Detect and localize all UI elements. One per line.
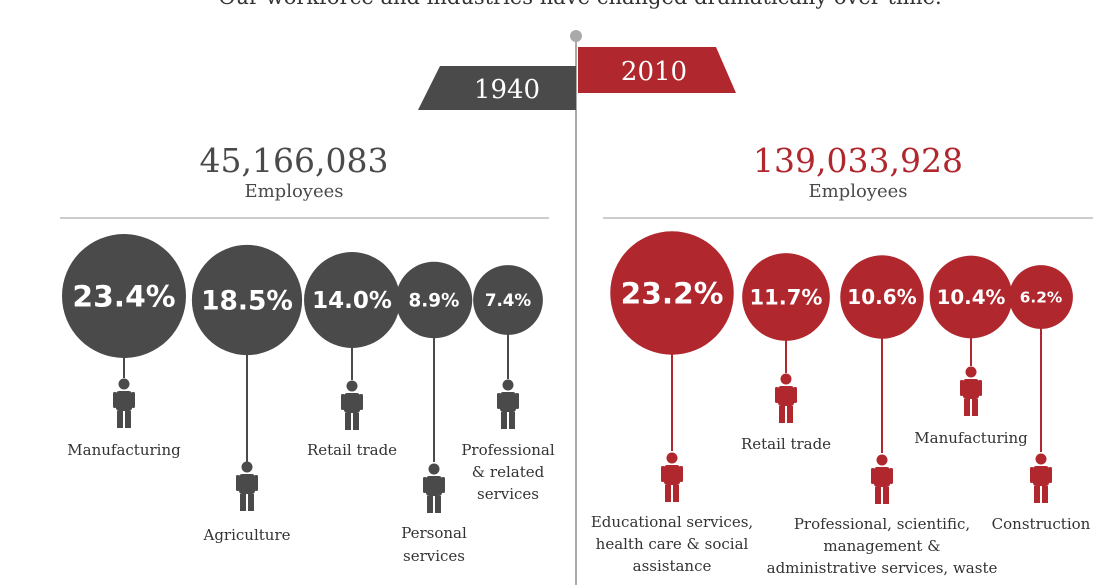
category-label: services — [403, 547, 465, 565]
center-axis — [570, 30, 582, 585]
total-employees-right: 139,033,928 — [753, 141, 963, 180]
category-label: Professional, scientific, — [794, 515, 970, 533]
bubble-label: 6.2% — [1020, 288, 1062, 306]
employees-caption-left: Employees — [244, 181, 343, 202]
category-label: Professional — [461, 441, 555, 459]
bubble-1940-1 — [191, 244, 303, 356]
bubble-1940-2 — [304, 252, 400, 348]
factory-worker-icon — [960, 366, 982, 416]
total-employees-left: 45,166,083 — [200, 141, 389, 180]
category-label: & related — [472, 463, 545, 481]
bubble-1940-4 — [473, 265, 543, 335]
nurse-icon — [661, 452, 683, 502]
bubble-1940-3 — [395, 261, 473, 339]
bubble-label: 18.5% — [201, 285, 293, 316]
category-label: Manufacturing — [914, 429, 1028, 447]
scientist-icon — [871, 454, 893, 504]
bubble-label: 10.6% — [847, 285, 916, 309]
category-label: administrative services, waste — [767, 559, 998, 577]
year-banner-left: 1940 — [418, 66, 576, 110]
bubble-2010-4 — [1009, 265, 1073, 329]
category-label: Personal — [401, 524, 467, 542]
category-label: Agriculture — [203, 526, 291, 544]
category-label: Educational services, — [591, 513, 753, 531]
category-label: Retail trade — [741, 435, 831, 453]
businessman-icon — [497, 379, 519, 429]
bubble-2010-3 — [929, 255, 1013, 339]
employees-caption-right: Employees — [808, 181, 907, 202]
year-label-right: 2010 — [621, 57, 687, 87]
factory-worker-icon — [113, 378, 135, 428]
bubble-1940-0 — [62, 234, 186, 358]
category-label: health care & social — [596, 535, 749, 553]
farmer-icon — [236, 461, 258, 511]
bubble-2010-2 — [840, 255, 924, 339]
year-label-left: 1940 — [474, 75, 540, 105]
bubble-label: 11.7% — [750, 284, 823, 309]
year-banner-right: 2010 — [578, 47, 736, 93]
construction-worker-icon — [1030, 453, 1052, 503]
bubble-2010-0 — [610, 231, 734, 355]
bubble-label: 14.0% — [312, 288, 392, 314]
retail-clerk-icon — [341, 380, 363, 430]
waiter-icon — [423, 463, 445, 513]
category-label: Retail trade — [307, 441, 397, 459]
subtitle: Our workforce and industries have change… — [218, 0, 941, 9]
retail-clerk-icon — [775, 373, 797, 423]
category-label: services — [477, 485, 539, 503]
bubble-label: 8.9% — [409, 290, 460, 311]
bubble-label: 10.4% — [937, 286, 1006, 309]
category-label: Construction — [992, 515, 1091, 533]
category-label: Manufacturing — [67, 441, 181, 459]
bubble-label: 23.4% — [72, 279, 175, 314]
category-label: management & — [823, 537, 940, 555]
bubble-label: 7.4% — [485, 290, 532, 310]
category-label: assistance — [633, 557, 712, 575]
bubble-2010-1 — [742, 253, 830, 341]
bubble-label: 23.2% — [621, 275, 724, 310]
